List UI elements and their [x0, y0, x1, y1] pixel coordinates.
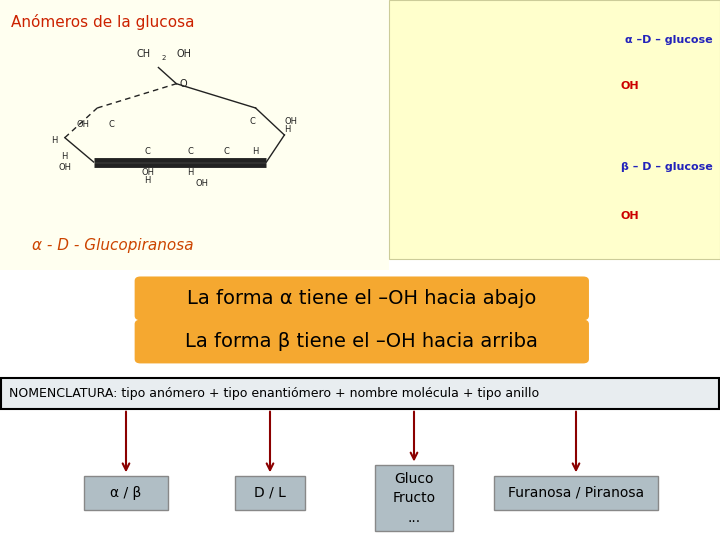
Text: C: C [249, 117, 255, 126]
Text: OH: OH [58, 163, 71, 172]
FancyBboxPatch shape [135, 320, 589, 363]
Text: α - D - Glucopiranosa: α - D - Glucopiranosa [32, 238, 194, 253]
Text: α / β: α / β [110, 486, 142, 500]
FancyBboxPatch shape [389, 0, 720, 259]
Text: CH: CH [137, 49, 151, 59]
FancyBboxPatch shape [135, 276, 589, 320]
Text: H: H [145, 177, 150, 185]
Text: C: C [109, 120, 114, 129]
Text: La forma α tiene el –OH hacia abajo: La forma α tiene el –OH hacia abajo [187, 289, 536, 308]
FancyBboxPatch shape [375, 465, 453, 531]
Text: OH: OH [76, 120, 89, 129]
Text: C: C [145, 147, 150, 156]
Text: β – D – glucose: β – D – glucose [621, 162, 713, 172]
Text: H: H [62, 152, 68, 161]
Text: OH: OH [284, 117, 297, 126]
Text: La forma β tiene el –OH hacia arriba: La forma β tiene el –OH hacia arriba [185, 332, 539, 351]
Text: α –D – glucose: α –D – glucose [625, 35, 713, 45]
Text: Gluco
Fructo
...: Gluco Fructo ... [392, 471, 436, 525]
Text: OH: OH [141, 168, 154, 177]
Text: 2: 2 [162, 55, 166, 61]
FancyBboxPatch shape [494, 476, 658, 510]
FancyBboxPatch shape [84, 476, 168, 510]
Text: Furanosa / Piranosa: Furanosa / Piranosa [508, 486, 644, 500]
Text: C: C [224, 147, 230, 156]
Text: Anómeros de la glucosa: Anómeros de la glucosa [11, 14, 194, 30]
FancyBboxPatch shape [235, 476, 305, 510]
Text: O: O [180, 79, 187, 89]
Text: NOMENCLATURA: tipo anómero + tipo enantiómero + nombre molécula + tipo anillo: NOMENCLATURA: tipo anómero + tipo enanti… [9, 387, 539, 400]
Text: H: H [284, 125, 291, 134]
FancyBboxPatch shape [1, 378, 719, 409]
Text: OH: OH [621, 211, 639, 221]
FancyBboxPatch shape [0, 0, 389, 270]
Text: OH: OH [621, 82, 639, 91]
Text: H: H [51, 136, 57, 145]
Text: D / L: D / L [254, 486, 286, 500]
Text: OH: OH [195, 179, 208, 188]
Text: H: H [253, 147, 258, 156]
Text: H: H [188, 168, 194, 177]
Text: C: C [188, 147, 194, 156]
Text: OH: OH [176, 49, 192, 59]
